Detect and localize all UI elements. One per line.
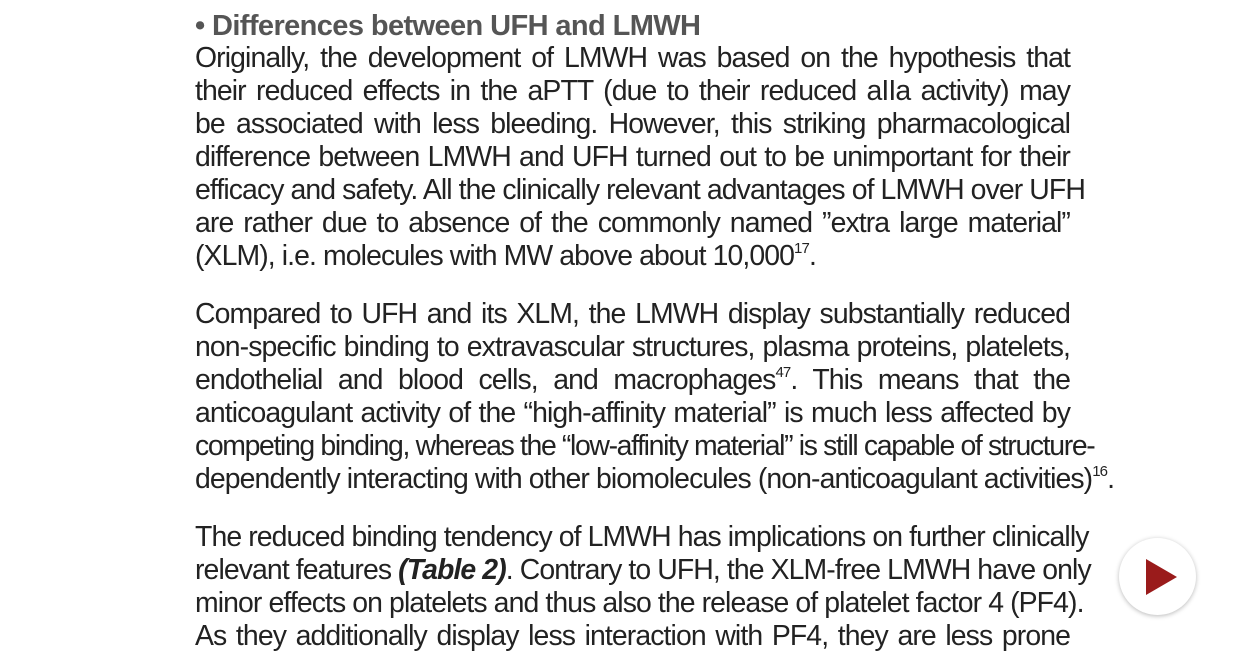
paragraph-line: dependently interacting with other biomo…	[195, 463, 1115, 496]
play-button[interactable]	[1119, 538, 1196, 615]
paragraph-line: difference between LMWH and UFH turned o…	[195, 141, 1071, 173]
paragraph-line: minor effects on platelets and thus also…	[195, 587, 1084, 619]
paragraph-line: competing binding, whereas the “low-affi…	[195, 430, 1096, 462]
reference-superscript: 47	[775, 363, 791, 381]
paragraph-line: anticoagulant activity of the “high-affi…	[195, 397, 1071, 429]
reference-superscript: 16	[1092, 462, 1108, 480]
paragraph-text: .	[1107, 463, 1115, 495]
paragraph-line: efficacy and safety. All the clinically …	[195, 174, 1086, 206]
paragraph-line: Originally, the development of LMWH was …	[195, 42, 1071, 74]
paragraph-line: The reduced binding tendency of LMWH has…	[195, 521, 1089, 553]
paragraph-line: Compared to UFH and its XLM, the LMWH di…	[195, 298, 1071, 330]
paragraph-text: . Contrary to UFH, the XLM-free LMWH hav…	[505, 554, 1092, 586]
section-heading: • Differences between UFH and LMWH	[195, 10, 701, 42]
table-reference: (Table 2)	[398, 554, 506, 586]
paragraph-line: As they additionally display less intera…	[195, 620, 1071, 652]
paragraph-line: their reduced effects in the aPTT (due t…	[195, 75, 1071, 107]
paragraph-3: The reduced binding tendency of LMWH has…	[195, 521, 1092, 653]
paragraph-line: (XLM), i.e. molecules with MW above abou…	[195, 240, 1070, 273]
paragraph-line: non-specific binding to extravascular st…	[195, 331, 1071, 363]
reference-superscript: 17	[794, 239, 810, 257]
paragraph-text: endothelial and blood cells, and macroph…	[195, 364, 776, 396]
paragraph-line: endothelial and blood cells, and macroph…	[195, 363, 1071, 397]
paragraph-2: Compared to UFH and its XLM, the LMWH di…	[195, 298, 1115, 496]
paragraph-line: are rather due to absence of the commonl…	[195, 207, 1071, 239]
paragraph-text: dependently interacting with other biomo…	[195, 463, 1093, 495]
paragraph-text: relevant features	[195, 554, 399, 586]
paragraph-text: . This means that the	[790, 364, 1071, 396]
play-icon	[1146, 558, 1177, 595]
document-page: • Differences between UFH and LMWH Origi…	[195, 8, 1115, 653]
paragraph-line: be associated with less bleeding. Howeve…	[195, 108, 1071, 140]
paragraph-1: Originally, the development of LMWH was …	[195, 42, 1086, 273]
paragraph-text: .	[808, 240, 817, 272]
paragraph-text: (XLM), i.e. molecules with MW above abou…	[195, 240, 795, 272]
paragraph-line: relevant features (Table 2). Contrary to…	[195, 554, 1092, 587]
